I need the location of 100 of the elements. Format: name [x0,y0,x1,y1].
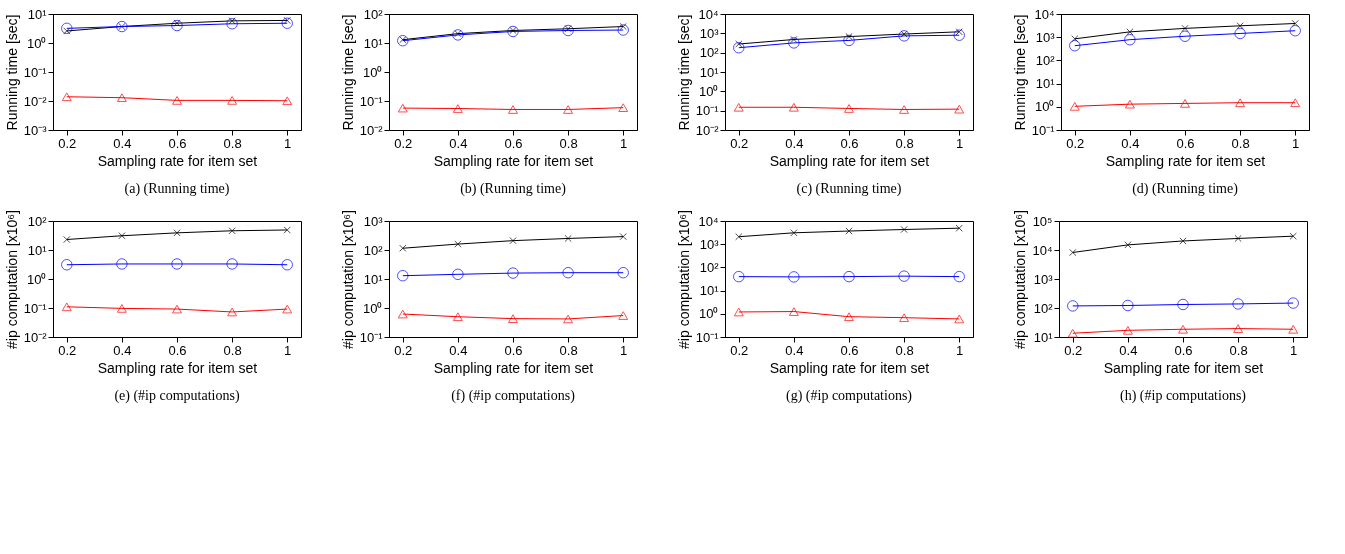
point [508,105,518,114]
point [507,267,519,279]
point [735,233,743,241]
x-tick-label: 1 [620,342,628,358]
point [735,40,743,48]
x-tick-label: 0.4 [785,342,804,358]
point [61,22,73,35]
point [508,314,518,323]
point [843,270,855,283]
y-tick-label: 10⁻² [695,122,720,138]
x-tick-label: 0.4 [1121,135,1140,151]
y-tick-label: 10⁻¹ [359,93,384,109]
text: (g) (#ip computations) [786,388,913,404]
point [454,240,462,248]
point [563,314,574,324]
x-tick-label: 0.4 [113,135,132,151]
y-tick-label: 10⁰ [699,83,719,99]
point [619,232,627,241]
point [899,105,910,114]
point [397,103,408,113]
x-tick-label: 0.6 [168,135,187,151]
x-tick-label: 0.4 [785,135,804,151]
y-tick-label: 10⁻¹ [1031,122,1056,138]
point [226,18,238,30]
point [953,270,965,283]
x-tick-label: 1 [956,135,964,151]
point [1290,98,1301,108]
point [1069,39,1081,52]
point [844,104,854,113]
point [1233,324,1244,333]
point [1177,298,1189,311]
point [116,304,127,313]
y-tick-label: 10⁴ [1032,242,1053,258]
point [733,42,745,54]
point [898,30,910,42]
y-axis-title: Running time [sec] [339,14,356,131]
point [619,22,627,31]
point [452,104,463,113]
text: (e) (#ip computations) [114,388,240,404]
y-tick-label: 10² [699,259,720,275]
y-tick-label: 10⁻² [23,93,48,109]
text: (f) (#ip computations) [451,388,576,404]
point [618,103,629,113]
point [1288,324,1299,334]
point [1232,298,1244,310]
point [790,229,798,237]
y-tick-label: 10¹ [27,6,48,22]
point [1289,232,1297,240]
point [63,235,71,244]
point [281,259,293,271]
point [171,258,183,270]
x-axis-title: Sampling rate for item set [433,359,594,376]
point [283,16,291,25]
x-axis-title: Sampling rate for item set [769,152,930,169]
point [898,270,910,282]
x-tick-label: 0.6 [504,135,523,151]
x-tick-label: 1 [620,135,628,151]
y-tick-label: 10² [699,45,720,61]
x-tick-label: 0.8 [1231,135,1250,151]
y-tick-label: 10² [363,6,384,22]
point [954,314,965,324]
point [397,269,409,282]
point [281,17,293,29]
point [1180,99,1190,108]
y-tick-label: 10¹ [363,35,384,51]
point [733,270,745,283]
point [116,93,127,103]
point [1179,30,1191,42]
y-axis-title: #ip computation [x10⁶] [1012,210,1029,349]
point [116,258,128,270]
text: (c) (Running time) [796,181,902,197]
point [618,311,629,320]
y-tick-label: 10² [1033,300,1054,316]
point [172,304,182,314]
y-axis-title: #ip computation [x10⁶] [675,210,692,349]
point [228,227,236,235]
point [788,271,800,283]
x-tick-label: 0.6 [504,342,523,358]
y-tick-label: 10² [27,213,48,229]
x-axis-title: Sampling rate for item set [1103,359,1264,376]
point [61,259,73,271]
y-tick-label: 10⁻³ [23,122,48,138]
x-axis-title: Sampling rate for item set [769,359,930,376]
point [733,102,744,112]
point [788,37,800,49]
x-tick-label: 0.8 [223,342,242,358]
y-tick-label: 10³ [1033,271,1054,287]
y-tick-label: 10⁴ [698,213,719,229]
x-tick-label: 0.2 [1064,342,1083,358]
x-tick-label: 0.8 [559,342,578,358]
y-tick-label: 10⁻¹ [695,329,720,345]
point [843,34,855,47]
y-tick-label: 10⁰ [1035,99,1055,115]
x-tick-label: 0.2 [58,342,77,358]
y-axis-title: Running time [sec] [675,14,692,131]
point [1069,101,1080,111]
y-tick-label: 10¹ [27,242,48,258]
y-tick-label: 10⁻¹ [23,64,48,80]
x-tick-label: 0.4 [449,135,468,151]
x-tick-label: 1 [956,342,964,358]
